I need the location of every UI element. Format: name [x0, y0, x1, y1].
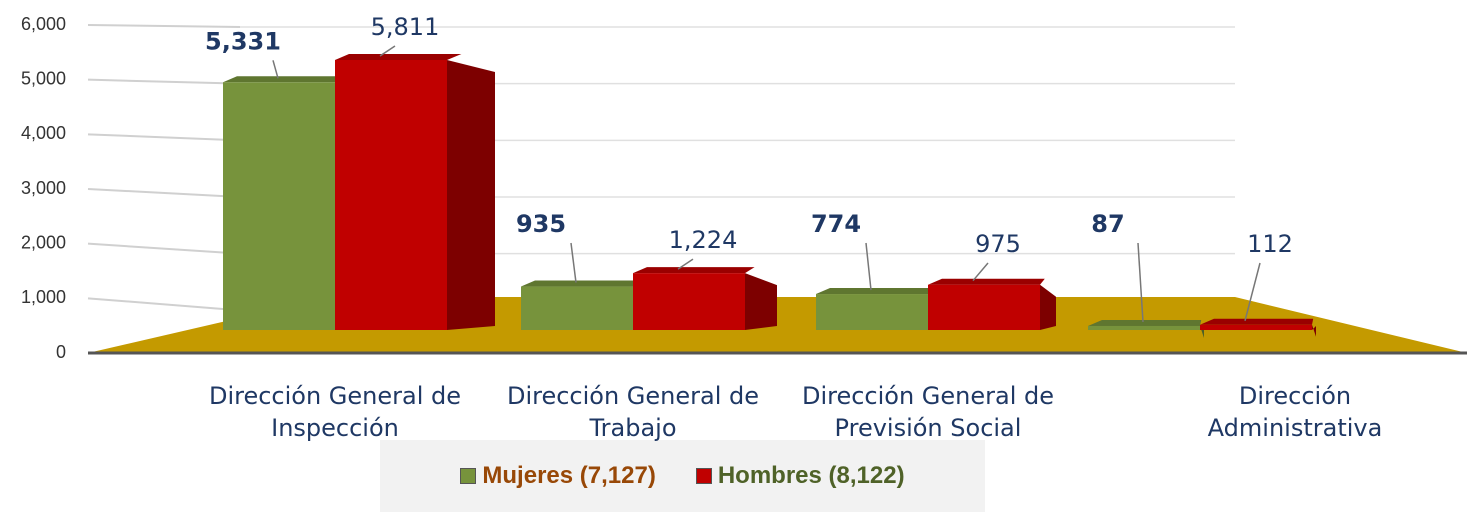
- bar-front: [521, 286, 633, 330]
- leader-line: [677, 258, 694, 270]
- value-label: 1,224: [669, 226, 738, 254]
- bar-front: [633, 273, 745, 330]
- grid-line: [87, 133, 241, 142]
- legend-item: Mujeres (7,127): [460, 462, 656, 490]
- y-tick-label: 5,000: [21, 68, 66, 88]
- grid-line: [87, 24, 241, 28]
- leader-line: [972, 262, 989, 282]
- y-tick-label: 6,000: [21, 14, 66, 34]
- bar-side: [1312, 324, 1316, 337]
- value-label: 87: [1091, 210, 1124, 238]
- legend-swatch: [460, 468, 477, 484]
- value-label: 112: [1247, 230, 1293, 258]
- bar-top: [633, 267, 755, 274]
- bar: [928, 278, 1056, 330]
- y-tick-label: 1,000: [21, 287, 66, 307]
- bar-top: [335, 53, 462, 60]
- bar-front: [1088, 325, 1200, 330]
- bar-front: [223, 82, 335, 331]
- bar-top: [816, 288, 933, 295]
- x-tick-label: Dirección General de Previsión Social: [801, 382, 1055, 442]
- legend-swatch: [695, 468, 712, 484]
- bar-top: [223, 76, 350, 83]
- legend-label: Hombres (8,122): [717, 462, 905, 489]
- grid-line: [87, 242, 241, 255]
- bar: [1200, 318, 1316, 337]
- bar-top: [1088, 319, 1202, 326]
- y-tick-label: 4,000: [21, 123, 66, 143]
- leader-line: [272, 60, 279, 79]
- leader-line: [1244, 262, 1261, 321]
- bar: [633, 267, 777, 330]
- bar-front: [928, 284, 1040, 330]
- leader-line: [1137, 242, 1144, 323]
- value-label: 935: [516, 210, 566, 238]
- value-label: 5,811: [371, 13, 440, 41]
- bar-front: [816, 294, 928, 330]
- y-tick-label: 0: [56, 342, 66, 362]
- bar-top: [521, 280, 643, 287]
- bar-side: [447, 59, 495, 330]
- leader-line: [570, 242, 577, 283]
- bar: [335, 53, 495, 330]
- legend: Mujeres (7,127) Hombres (8,122): [380, 440, 985, 512]
- legend-label: Mujeres (7,127): [482, 462, 656, 489]
- grid-line: [87, 297, 241, 312]
- leader-line: [379, 45, 396, 57]
- leader-line: [865, 242, 872, 291]
- legend-item: Hombres (8,122): [695, 462, 905, 490]
- y-tick-label: 2,000: [21, 232, 66, 252]
- bar-side: [1040, 284, 1056, 330]
- x-tick-label: Dirección General de Inspección: [208, 382, 462, 442]
- bar-top: [1200, 318, 1314, 325]
- value-label: 975: [975, 230, 1021, 258]
- value-label: 774: [811, 210, 861, 238]
- bar-front: [1200, 324, 1312, 330]
- y-tick-label: 3,000: [21, 178, 66, 198]
- bar-front: [335, 59, 447, 330]
- x-tick-label: Dirección Administrativa: [1207, 382, 1383, 442]
- bar-top: [928, 278, 1045, 285]
- x-tick-label: Dirección General de Trabajo: [506, 382, 760, 442]
- grid-line: [87, 188, 241, 198]
- bar-side: [745, 273, 777, 330]
- bar: [816, 288, 944, 330]
- grid-line: [87, 78, 241, 85]
- value-label: 5,331: [205, 27, 281, 55]
